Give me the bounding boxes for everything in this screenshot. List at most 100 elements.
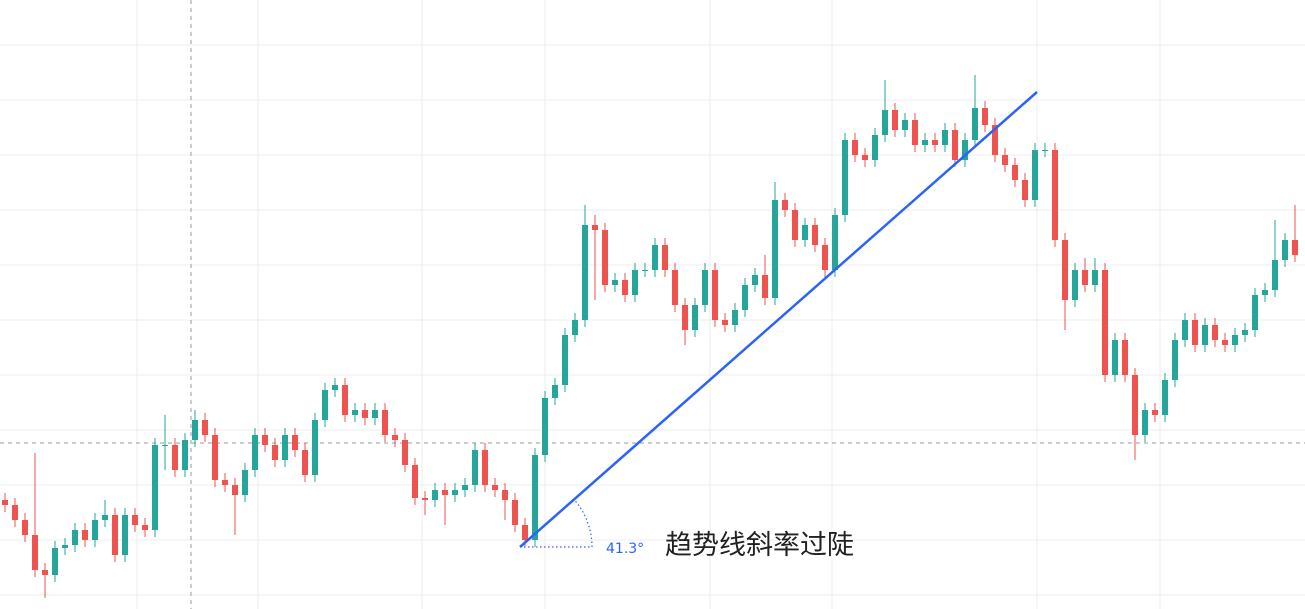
candle-body [482,450,488,485]
candle-body [942,130,948,145]
candle-body [432,490,438,500]
candle-body [1232,335,1238,345]
candle-body [1292,240,1298,255]
candle-body [42,570,48,575]
candle-body [492,485,498,490]
candle-body [652,245,658,270]
candle-body [32,535,38,570]
candle-body [382,410,388,435]
candle-body [1162,380,1168,415]
annotation: 趋势线斜率过陡 [665,530,854,561]
candle-body [1242,330,1248,335]
candle-body [1122,340,1128,375]
candle-body [862,155,868,160]
candle-body [192,420,198,440]
candle-body [152,445,158,530]
candle-body [1172,340,1178,380]
candle-body [12,505,18,520]
candle-body [1282,240,1288,260]
candle-body [352,410,358,415]
candle-body [702,270,708,305]
candle-body [592,225,598,230]
candle-body [1142,410,1148,435]
candle-body [952,130,958,160]
candle-body [1212,325,1218,340]
candle-body [682,305,688,330]
candle-body [1272,260,1278,290]
candle-body [642,270,648,271]
candle-body [692,305,698,330]
candle-body [1252,295,1258,330]
candle-body [182,440,188,470]
candle-body [312,420,318,475]
candle-body [132,515,138,525]
candle-body [392,435,398,440]
candle-body [242,470,248,495]
candle-body [912,120,918,145]
candle-body [1062,240,1068,300]
candle-body [342,385,348,415]
candle-body [362,410,368,418]
candle-body [502,490,508,500]
candle-body [892,110,898,130]
candle-body [1112,340,1118,375]
candle-body [602,230,608,285]
candle-body [972,108,978,140]
candle-body [752,275,758,285]
candle-body [742,285,748,310]
candle-body [542,398,548,455]
candle-body [292,435,298,450]
candle-body [212,435,218,480]
candle-body [72,530,78,545]
candle-body [922,140,928,145]
trend-line [519,91,1038,548]
candle-body [322,390,328,420]
candle-body [1042,150,1048,151]
candle-body [1152,410,1158,415]
candle-body [522,525,528,540]
candle-body [372,410,378,418]
candle-body [832,215,838,270]
candle-body [442,490,448,495]
candle-body [1012,165,1018,180]
candle-body [1182,320,1188,340]
candle-body [562,335,568,385]
candle-body [82,530,88,540]
candle-body [422,498,428,500]
candle-body [122,515,128,555]
candle-body [272,445,278,460]
candle-body [1132,375,1138,435]
candle-body [412,465,418,498]
candle-body [632,270,638,295]
candle-body [162,445,168,446]
candle-body [852,140,858,155]
candle-body [1022,180,1028,200]
candle-body [782,200,788,210]
candle-body [332,385,338,390]
candle-body [1262,290,1268,295]
candle-body [282,435,288,460]
overlay: 41.3° 趋势线斜率过陡 [519,91,1038,561]
candle-body [792,210,798,240]
candle-body [2,500,8,505]
candle-body [512,500,518,525]
candle-body [1202,325,1208,345]
candle-body [662,245,668,270]
candle-body [902,120,908,130]
candle-body [462,485,468,490]
candle-body [1052,150,1058,240]
candle-body [812,225,818,245]
candle-body [762,275,768,298]
candle-body [62,545,68,548]
candle-body [802,225,808,240]
candle-body [722,320,728,325]
candle-body [962,140,968,160]
candle-body [532,455,538,540]
candle-body [622,280,628,295]
candle-body [1082,270,1088,285]
candle-body [252,435,258,470]
candle-body [612,280,618,285]
candle-body [92,520,98,540]
candle-body [112,515,118,555]
